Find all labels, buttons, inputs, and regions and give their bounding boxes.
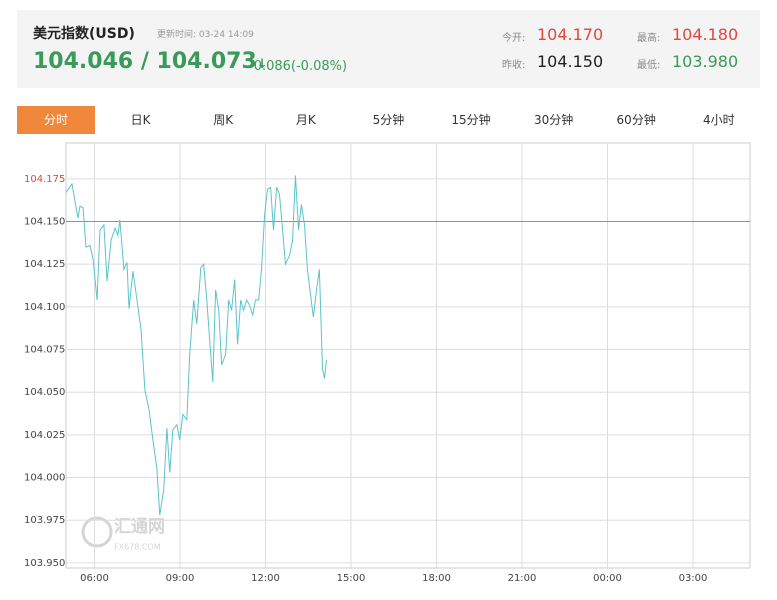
x-tick-label: 09:00 bbox=[166, 573, 195, 584]
stat-label: 今开: bbox=[502, 33, 526, 44]
update-time: 更新时间: 03-24 14:09 bbox=[157, 30, 254, 40]
price-line bbox=[65, 175, 327, 516]
y-tick-label: 104.050 bbox=[24, 387, 65, 398]
y-tick-label: 103.950 bbox=[24, 558, 65, 569]
quote-header: 美元指数(USD) 更新时间: 03-24 14:09 104.046 / 10… bbox=[17, 10, 760, 88]
x-tick-label: 21:00 bbox=[508, 573, 537, 584]
stat-label: 最低: bbox=[637, 60, 661, 71]
stat-label: 昨收: bbox=[502, 60, 526, 71]
y-tick-label: 104.150 bbox=[24, 217, 65, 228]
tab[interactable]: 60分钟 bbox=[616, 113, 656, 127]
y-tick-label: 104.025 bbox=[24, 430, 65, 441]
stat-value: 104.170 bbox=[537, 25, 604, 44]
watermark-icon bbox=[81, 516, 113, 548]
watermark-logo: 汇通网 bbox=[114, 517, 165, 537]
tabs: 分时 日K 周K 月K 5分钟 15分钟 30分钟 60分钟 4小时 bbox=[17, 106, 760, 134]
y-tick-label: 104.175 bbox=[24, 174, 65, 185]
x-tick-label: 15:00 bbox=[337, 573, 366, 584]
plot-frame bbox=[65, 142, 751, 569]
watermark-url: FX678.COM bbox=[114, 543, 161, 552]
stat-value: 104.150 bbox=[537, 52, 604, 71]
x-tick-label: 06:00 bbox=[80, 573, 109, 584]
change: -0.086(-0.08%) bbox=[249, 59, 348, 74]
y-tick-label: 103.975 bbox=[24, 515, 65, 526]
stat-value: 103.980 bbox=[672, 52, 739, 71]
tab[interactable]: 月K bbox=[295, 113, 316, 127]
watermark: 汇通网 FX678.COM bbox=[81, 516, 165, 552]
down-arrow: ↓ bbox=[256, 57, 268, 72]
price: 104.046 / 104.073↓ bbox=[33, 49, 268, 74]
y-tick-label: 104.125 bbox=[24, 259, 65, 270]
tab[interactable]: 15分钟 bbox=[451, 113, 491, 127]
x-tick-label: 03:00 bbox=[679, 573, 708, 584]
x-tick-label: 00:00 bbox=[593, 573, 622, 584]
y-tick-label: 104.000 bbox=[24, 473, 65, 484]
x-tick-label: 18:00 bbox=[422, 573, 451, 584]
tab[interactable]: 分时 bbox=[17, 106, 95, 134]
title: 美元指数(USD) bbox=[33, 26, 135, 42]
tab[interactable]: 日K bbox=[130, 113, 151, 127]
y-tick-label: 104.075 bbox=[24, 345, 65, 356]
y-tick-label: 104.100 bbox=[24, 302, 65, 313]
tab[interactable]: 4小时 bbox=[702, 113, 735, 127]
stat-value: 104.180 bbox=[672, 25, 739, 44]
tab[interactable]: 30分钟 bbox=[533, 113, 574, 127]
tab[interactable]: 5分钟 bbox=[372, 113, 405, 127]
price-text: 104.046 / 104.073 bbox=[33, 49, 257, 74]
stat-label: 最高: bbox=[637, 33, 661, 44]
tab[interactable]: 周K bbox=[213, 113, 234, 127]
x-tick-label: 12:00 bbox=[251, 573, 280, 584]
